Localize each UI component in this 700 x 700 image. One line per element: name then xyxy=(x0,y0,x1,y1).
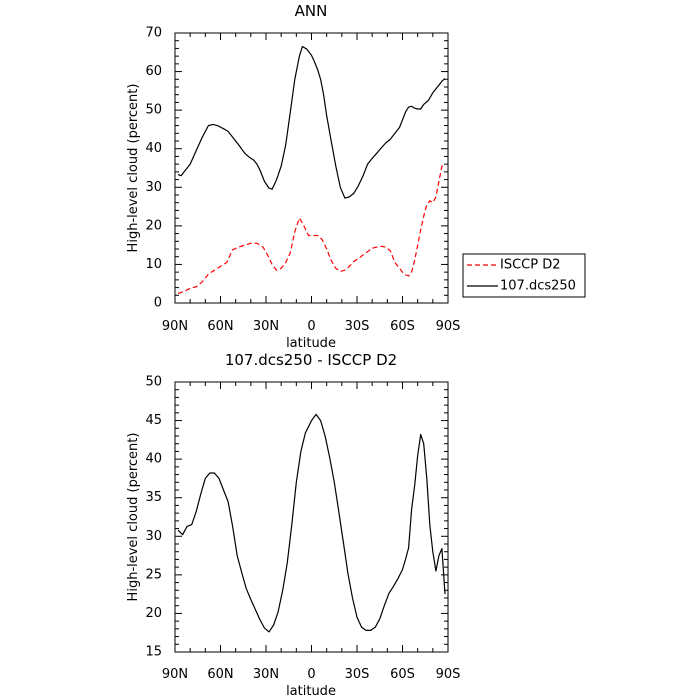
panel-top-x-tick-label: 90S xyxy=(436,319,461,334)
panel-bottom-y-tick-label: 30 xyxy=(145,529,162,544)
panel-top-x-axis-label: latitude xyxy=(286,336,336,351)
panel-top-y-tick-label: 10 xyxy=(145,257,162,272)
panel-bottom-x-tick-label: 90S xyxy=(436,667,461,682)
panel-bottom-y-tick-label: 35 xyxy=(145,490,162,505)
legend-label-107-dcs250: 107.dcs250 xyxy=(500,279,576,294)
panel-bottom-x-tick-label: 0 xyxy=(307,667,315,682)
panel-top: ANN 0 10 20 30 40 50 60 70 90N 60N 30N 0… xyxy=(126,2,586,351)
panel-bottom-title: 107.dcs250 - ISCCP D2 xyxy=(225,351,397,369)
panel-bottom-y-tick-label: 20 xyxy=(145,606,162,621)
panel-top-y-tick-label: 30 xyxy=(145,180,162,195)
legend: ISCCP D2 107.dcs250 xyxy=(462,253,586,298)
panel-top-ticks xyxy=(174,32,449,304)
panel-top-y-tick-label: 0 xyxy=(154,296,162,311)
panel-top-y-tick-label: 60 xyxy=(145,64,162,79)
panel-top-y-axis-label: High-level cloud (percent) xyxy=(126,84,141,253)
panel-bottom-y-tick-label: 25 xyxy=(145,567,162,582)
panel-top-x-tick-label: 60N xyxy=(207,319,233,334)
panel-top-x-tick-label: 60S xyxy=(390,319,415,334)
panel-bottom-series-line-difference xyxy=(177,413,446,633)
panel-bottom-x-tick-label: 60S xyxy=(390,667,415,682)
panel-bottom-x-tick-label: 30N xyxy=(253,667,279,682)
panel-bottom-x-axis-label: latitude xyxy=(286,684,336,699)
panel-bottom-x-tick-label: 60N xyxy=(207,667,233,682)
panel-bottom-y-tick-label: 45 xyxy=(145,413,162,428)
panel-top-y-tick-label: 70 xyxy=(145,26,162,41)
panel-bottom-series xyxy=(177,413,446,633)
panel-top-x-tick-label: 90N xyxy=(162,319,188,334)
panel-top-y-tick-label: 20 xyxy=(145,218,162,233)
legend-label-isccp-d2: ISCCP D2 xyxy=(500,258,561,273)
panel-bottom-y-axis-label: High-level cloud (percent) xyxy=(126,433,141,602)
panel-bottom-ticks xyxy=(174,381,449,653)
panel-top-series-line-isccp-d2 xyxy=(177,163,446,294)
panel-top-y-tick-label: 50 xyxy=(145,103,162,118)
panel-top-y-tick-label: 40 xyxy=(145,141,162,156)
panel-top-series-line-107-dcs250 xyxy=(177,45,446,199)
panel-bottom-y-tick-label: 15 xyxy=(145,645,162,660)
panel-bottom-x-tick-label: 30S xyxy=(345,667,370,682)
panel-top-x-tick-label: 30N xyxy=(253,319,279,334)
panel-bottom: 107.dcs250 - ISCCP D2 15 20 25 30 35 40 … xyxy=(126,351,460,699)
panel-top-title: ANN xyxy=(295,2,328,20)
panel-bottom-y-tick-label: 50 xyxy=(145,375,162,390)
panel-bottom-x-tick-label: 90N xyxy=(162,667,188,682)
panel-top-series xyxy=(177,45,446,294)
panel-top-x-tick-label: 30S xyxy=(345,319,370,334)
legend-box xyxy=(462,253,586,298)
panel-top-x-tick-label: 0 xyxy=(307,319,315,334)
panel-bottom-y-tick-label: 40 xyxy=(145,452,162,467)
